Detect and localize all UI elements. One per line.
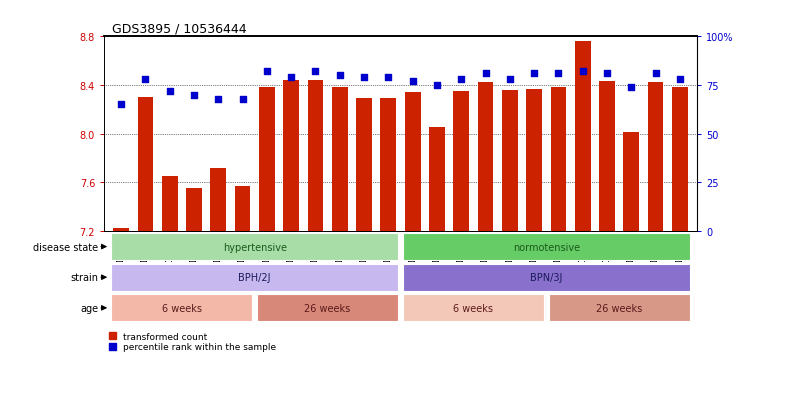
Point bbox=[187, 92, 200, 99]
Bar bbox=[332, 88, 348, 231]
FancyBboxPatch shape bbox=[403, 234, 690, 260]
Point bbox=[236, 96, 249, 102]
Bar bbox=[356, 99, 372, 231]
Point bbox=[260, 69, 273, 76]
FancyBboxPatch shape bbox=[111, 264, 398, 291]
Point bbox=[382, 75, 395, 81]
Point bbox=[552, 71, 565, 77]
Text: hypertensive: hypertensive bbox=[223, 242, 287, 252]
Text: 26 weeks: 26 weeks bbox=[304, 303, 351, 313]
FancyBboxPatch shape bbox=[403, 264, 690, 291]
Bar bbox=[405, 93, 421, 231]
Point bbox=[625, 84, 638, 91]
Text: 6 weeks: 6 weeks bbox=[453, 303, 493, 313]
Bar bbox=[113, 229, 129, 231]
Bar bbox=[575, 42, 590, 231]
Point bbox=[430, 83, 443, 89]
FancyBboxPatch shape bbox=[111, 234, 398, 260]
Point bbox=[601, 71, 614, 77]
Point bbox=[115, 102, 127, 109]
Bar bbox=[235, 186, 251, 231]
Point bbox=[163, 88, 176, 95]
Point bbox=[285, 75, 298, 81]
Text: disease state: disease state bbox=[34, 242, 99, 252]
Point bbox=[358, 75, 371, 81]
Bar bbox=[648, 83, 663, 231]
Point bbox=[674, 76, 686, 83]
Text: strain: strain bbox=[70, 273, 99, 282]
Point bbox=[503, 76, 516, 83]
Bar bbox=[429, 128, 445, 231]
Bar bbox=[477, 83, 493, 231]
Text: GDS3895 / 10536444: GDS3895 / 10536444 bbox=[112, 22, 247, 35]
Point bbox=[309, 69, 322, 76]
Point bbox=[455, 76, 468, 83]
Point bbox=[406, 78, 419, 85]
Point bbox=[212, 96, 225, 102]
FancyBboxPatch shape bbox=[257, 295, 398, 321]
FancyBboxPatch shape bbox=[403, 295, 544, 321]
Bar bbox=[308, 81, 324, 231]
Legend: transformed count, percentile rank within the sample: transformed count, percentile rank withi… bbox=[109, 332, 276, 351]
Point bbox=[479, 71, 492, 77]
Bar bbox=[284, 81, 299, 231]
Bar bbox=[599, 82, 615, 231]
Bar bbox=[211, 168, 226, 231]
Point bbox=[576, 69, 589, 76]
Bar bbox=[502, 90, 517, 231]
FancyBboxPatch shape bbox=[549, 295, 690, 321]
Text: BPH/2J: BPH/2J bbox=[239, 273, 271, 282]
Bar bbox=[550, 88, 566, 231]
FancyBboxPatch shape bbox=[111, 295, 252, 321]
Text: BPN/3J: BPN/3J bbox=[530, 273, 562, 282]
Bar bbox=[623, 133, 639, 231]
Bar bbox=[453, 92, 469, 231]
Bar bbox=[380, 99, 396, 231]
Text: normotensive: normotensive bbox=[513, 242, 580, 252]
Bar bbox=[186, 189, 202, 231]
Point bbox=[333, 73, 346, 79]
Point bbox=[139, 76, 152, 83]
Text: 26 weeks: 26 weeks bbox=[596, 303, 642, 313]
Point bbox=[649, 71, 662, 77]
Text: age: age bbox=[80, 303, 99, 313]
Bar bbox=[526, 89, 542, 231]
Bar bbox=[162, 177, 178, 231]
Text: 6 weeks: 6 weeks bbox=[162, 303, 202, 313]
Bar bbox=[138, 98, 153, 231]
Bar bbox=[259, 88, 275, 231]
Point bbox=[528, 71, 541, 77]
Bar bbox=[672, 88, 688, 231]
